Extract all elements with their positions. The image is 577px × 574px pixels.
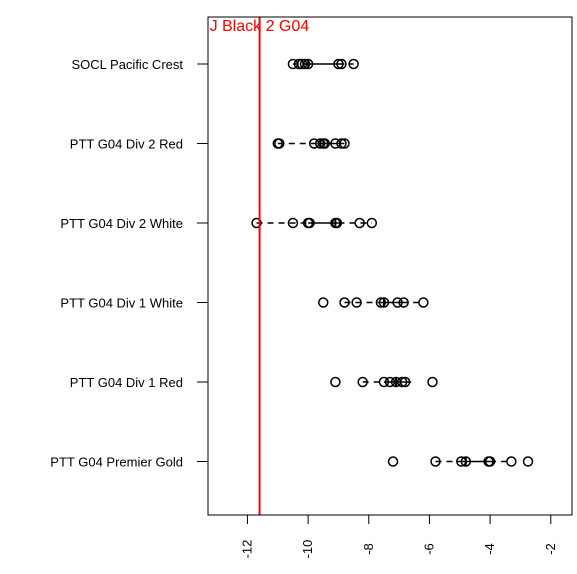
data-point [318, 297, 329, 308]
data-point [378, 376, 390, 388]
data-point [375, 297, 387, 308]
data-point [296, 58, 308, 70]
data-point [399, 376, 411, 388]
data-point [396, 376, 408, 388]
data-point [456, 456, 467, 467]
data-point [378, 297, 390, 308]
box-group [272, 138, 350, 149]
data-point [314, 138, 326, 149]
box-group [330, 376, 438, 388]
data-point [339, 138, 350, 149]
x-tick-label: -2 [543, 543, 558, 555]
data-point [398, 297, 409, 308]
y-tick-label: PTT G04 Div 1 White [60, 296, 183, 311]
box-group [287, 58, 359, 70]
plot-frame [207, 16, 573, 516]
data-point [336, 138, 347, 149]
box-group [251, 217, 378, 229]
y-tick-label: PTT G04 Div 1 Red [70, 375, 183, 390]
data-point [299, 58, 311, 70]
data-point [357, 376, 368, 388]
x-tick-label: -4 [482, 543, 497, 555]
data-point [287, 217, 299, 229]
data-point [351, 297, 362, 308]
data-point [304, 217, 315, 229]
data-point [384, 376, 396, 388]
data-point [427, 376, 438, 388]
data-point [331, 217, 343, 229]
y-tick-label: PTT G04 Div 2 White [60, 216, 183, 231]
data-point [392, 297, 403, 308]
data-point [418, 297, 429, 308]
data-point [484, 456, 496, 467]
data-point [330, 376, 341, 388]
data-point [387, 456, 399, 467]
box-group [387, 456, 534, 467]
box-group [318, 297, 429, 308]
data-point [339, 297, 350, 308]
y-tick-label: PTT G04 Div 2 Red [70, 137, 183, 152]
x-tick-label: -12 [239, 540, 254, 559]
data-point [333, 58, 344, 70]
x-tick-label: -8 [361, 543, 376, 555]
data-point [354, 217, 365, 229]
data-point [274, 138, 285, 149]
data-point [251, 217, 262, 229]
data-point [302, 58, 314, 70]
data-point [366, 217, 378, 229]
x-tick-label: -10 [300, 540, 315, 559]
data-point [460, 456, 472, 467]
data-point [506, 456, 517, 467]
x-tick-label: -6 [421, 543, 436, 555]
data-point [336, 58, 347, 70]
data-point [348, 58, 359, 70]
data-point [430, 456, 441, 467]
y-tick-label: SOCL Pacific Crest [72, 57, 184, 72]
reference-line-label: J Black 2 G04 [210, 18, 310, 35]
data-point [522, 456, 534, 467]
data-point [319, 138, 331, 149]
y-tick-label: PTT G04 Premier Gold [50, 455, 183, 470]
